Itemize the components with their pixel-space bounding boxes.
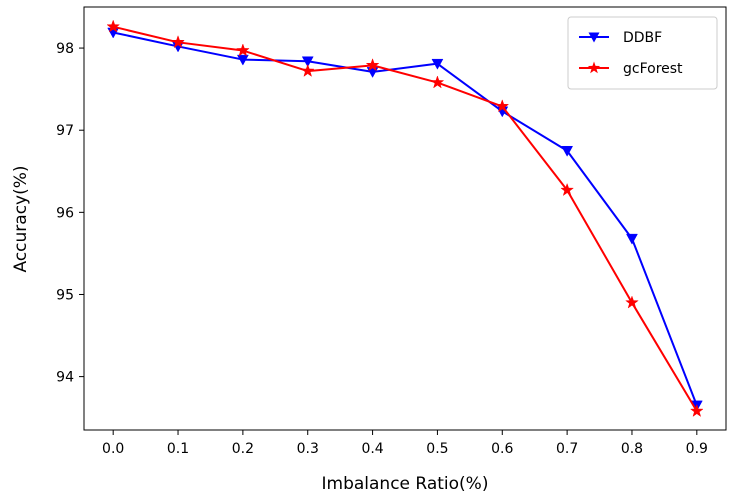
data-point-ddbf — [301, 56, 314, 68]
series-gcforest — [106, 19, 704, 417]
y-tick-label: 96 — [56, 205, 74, 221]
data-point-gcforest — [625, 295, 639, 309]
x-axis-label: Imbalance Ratio(%) — [322, 474, 489, 494]
x-tick-label: 0.1 — [167, 441, 189, 457]
x-tick-label: 0.3 — [297, 441, 319, 457]
x-tick-label: 0.4 — [361, 441, 383, 457]
x-tick-label: 0.5 — [426, 441, 448, 457]
data-point-gcforest — [106, 19, 121, 33]
series-layer — [106, 19, 704, 417]
data-point-gcforest — [300, 63, 315, 77]
data-point-ddbf — [236, 54, 249, 66]
legend-label-gcforest: gcForest — [623, 61, 683, 77]
x-tick-label: 0.6 — [491, 441, 513, 457]
legend-marker-ddbf — [588, 32, 600, 43]
legend-box — [567, 16, 718, 90]
x-tick-label: 0.0 — [102, 441, 124, 457]
y-axis-label: Accuracy(%) — [11, 165, 31, 272]
x-tick-label: 0.7 — [556, 441, 578, 457]
x-axis-ticks: 0.0 0.1 0.2 0.3 0.4 0.5 0.6 0.7 0.8 0.9 — [102, 430, 708, 457]
data-point-ddbf — [431, 58, 444, 70]
data-point-gcforest — [235, 43, 250, 57]
y-tick-label: 95 — [56, 287, 74, 303]
y-axis-ticks: 94 95 96 97 98 — [56, 41, 84, 386]
plot-frame — [83, 6, 727, 431]
data-point-gcforest — [430, 75, 445, 89]
data-point-gcforest — [560, 182, 575, 197]
y-tick-label: 98 — [56, 41, 74, 57]
data-point-ddbf — [561, 145, 574, 157]
data-point-gcforest — [171, 35, 185, 49]
data-point-ddbf — [626, 233, 638, 245]
data-point-gcforest — [495, 99, 510, 113]
series-line-ddbf — [112, 31, 698, 406]
data-point-gcforest — [365, 58, 380, 72]
x-tick-label: 0.2 — [232, 441, 254, 457]
legend-label-ddbf: DDBF — [623, 30, 662, 46]
legend: DDBF gcForest — [567, 16, 718, 90]
series-line-gcforest — [112, 25, 698, 412]
y-tick-label: 97 — [56, 123, 74, 139]
x-tick-label: 0.9 — [686, 441, 708, 457]
legend-marker-gcforest — [587, 61, 601, 74]
x-tick-label: 0.8 — [621, 441, 643, 457]
y-tick-label: 94 — [56, 370, 74, 386]
data-point-gcforest — [689, 403, 704, 417]
